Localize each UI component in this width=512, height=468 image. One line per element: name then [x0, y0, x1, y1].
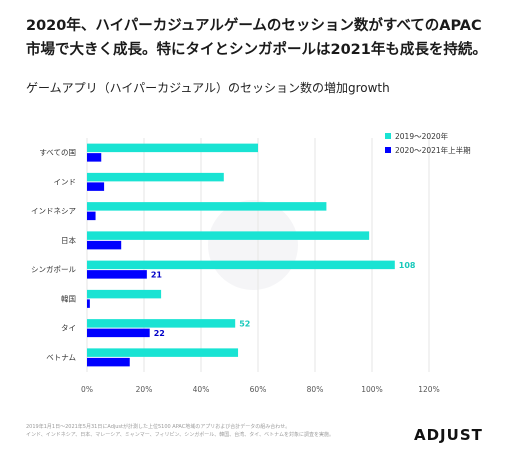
x-tick-label: 80% — [307, 385, 324, 394]
bar-series-2019-2020 — [87, 172, 224, 182]
bar-series-2019-2020 — [87, 319, 236, 328]
category-label: シンガポール — [31, 264, 76, 274]
data-label: 108 — [399, 261, 416, 270]
bar-series-2019-2020 — [87, 231, 370, 240]
bar-series-2020-2021h1 — [87, 240, 122, 250]
bar-series-2020-2021h1 — [87, 299, 90, 308]
bar-series-2019-2020 — [87, 260, 395, 270]
footnote-line-1: 2019年1月1日〜2021年5月31日にAdjustが計測した上位5100 A… — [26, 424, 291, 430]
category-label: 韓国 — [61, 293, 76, 303]
footnote-line-2: インド、インドネシア、日本、マレーシア、ミャンマー、フィリピン、シンガポール、韓… — [26, 432, 335, 438]
legend-label: 2020〜2021年上半期 — [395, 145, 471, 155]
headline-line-1: 2020年、ハイパーカジュアルゲームのセッション数がすべてのAPAC — [26, 18, 482, 34]
legend-label: 2019〜2020年 — [395, 131, 449, 141]
bar-series-2020-2021h1 — [87, 328, 150, 338]
watermark-circle — [208, 200, 298, 290]
x-tick-label: 0% — [81, 385, 93, 394]
bar-series-2020-2021h1 — [87, 357, 130, 367]
bar-series-2019-2020 — [87, 143, 258, 153]
bar-series-2020-2021h1 — [87, 211, 96, 221]
category-label: インド — [54, 177, 77, 186]
category-label: すべての国 — [39, 148, 76, 157]
category-label: インドネシア — [31, 207, 76, 216]
footnote: 2019年1月1日〜2021年5月31日にAdjustが計測した上位5100 A… — [26, 423, 406, 439]
category-label: タイ — [61, 324, 76, 333]
category-label: 日本 — [61, 235, 76, 245]
data-label: 52 — [239, 320, 250, 329]
headline: 2020年、ハイパーカジュアルゲームのセッション数がすべてのAPAC 市場で大き… — [26, 14, 496, 62]
data-label: 21 — [151, 271, 163, 280]
chart-subtitle: ゲームアプリ（ハイパーカジュアル）のセッション数の増加growth — [26, 81, 390, 95]
bar-series-2019-2020 — [87, 348, 239, 357]
x-tick-label: 100% — [361, 385, 382, 394]
legend-swatch — [385, 133, 391, 139]
legend-swatch — [385, 147, 391, 153]
bar-series-2020-2021h1 — [87, 182, 105, 191]
x-tick-label: 40% — [193, 385, 210, 394]
x-tick-label: 60% — [250, 385, 267, 394]
data-label: 22 — [154, 329, 165, 338]
adjust-logo: ADJUST — [414, 426, 483, 444]
x-tick-label: 120% — [418, 385, 439, 394]
bar-series-2020-2021h1 — [87, 153, 102, 162]
bar-series-2019-2020 — [87, 202, 327, 211]
bar-series-2020-2021h1 — [87, 270, 147, 279]
category-label: ベトナム — [46, 353, 76, 362]
headline-line-2: 市場で大きく成長。特にタイとシンガポールは2021年も成長を持続。 — [26, 42, 487, 58]
x-tick-label: 20% — [136, 385, 153, 394]
bar-series-2019-2020 — [87, 289, 162, 299]
